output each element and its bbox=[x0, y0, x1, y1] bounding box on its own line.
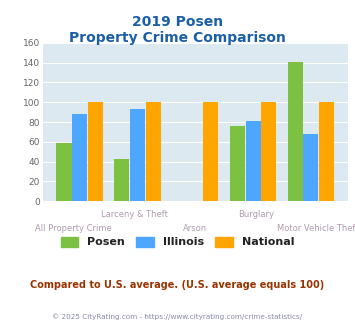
Bar bbox=[304, 134, 318, 201]
Bar bbox=[230, 126, 245, 201]
Bar bbox=[261, 102, 276, 201]
Bar bbox=[146, 102, 160, 201]
Bar bbox=[72, 114, 87, 201]
Text: Compared to U.S. average. (U.S. average equals 100): Compared to U.S. average. (U.S. average … bbox=[31, 280, 324, 290]
Bar bbox=[203, 102, 218, 201]
Bar bbox=[88, 102, 103, 201]
Text: © 2025 CityRating.com - https://www.cityrating.com/crime-statistics/: © 2025 CityRating.com - https://www.city… bbox=[53, 314, 302, 320]
Text: Property Crime Comparison: Property Crime Comparison bbox=[69, 31, 286, 45]
Legend: Posen, Illinois, National: Posen, Illinois, National bbox=[61, 237, 294, 247]
Text: Motor Vehicle Theft: Motor Vehicle Theft bbox=[277, 224, 355, 233]
Bar bbox=[130, 109, 145, 201]
Bar bbox=[114, 159, 129, 201]
Bar bbox=[246, 121, 261, 201]
Bar bbox=[288, 62, 303, 201]
Text: Arson: Arson bbox=[183, 224, 207, 233]
Text: Burglary: Burglary bbox=[238, 210, 274, 218]
Text: Larceny & Theft: Larceny & Theft bbox=[101, 210, 168, 218]
Bar bbox=[56, 143, 71, 201]
Text: All Property Crime: All Property Crime bbox=[35, 224, 111, 233]
Bar bbox=[319, 102, 334, 201]
Text: 2019 Posen: 2019 Posen bbox=[132, 15, 223, 29]
